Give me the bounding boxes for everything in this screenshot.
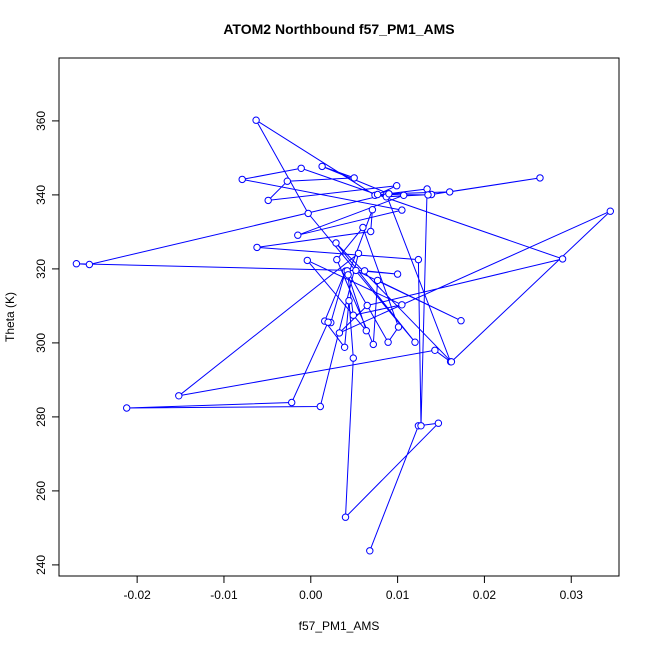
data-point xyxy=(264,196,272,205)
y-tick-label: 320 xyxy=(34,259,48,279)
y-tick-label: 360 xyxy=(34,111,48,131)
data-point xyxy=(398,206,406,214)
data-point xyxy=(424,191,432,199)
data-point xyxy=(345,297,353,305)
y-tick-label: 300 xyxy=(34,333,48,353)
y-axis-label: Theta (K) xyxy=(3,292,17,342)
data-point xyxy=(283,177,291,185)
data-point xyxy=(340,343,349,351)
data-point xyxy=(366,547,374,555)
data-point xyxy=(373,276,382,285)
data-point xyxy=(411,338,419,346)
data-point xyxy=(349,354,357,362)
data-point xyxy=(332,239,340,247)
data-point xyxy=(175,392,183,400)
data-point xyxy=(350,174,358,182)
data-point xyxy=(359,223,367,232)
x-tick-label: 0.03 xyxy=(560,588,584,602)
data-point xyxy=(363,301,371,310)
x-tick-label: -0.02 xyxy=(123,588,151,602)
data-point xyxy=(606,207,614,215)
data-point xyxy=(335,329,344,337)
data-point xyxy=(85,260,94,269)
data-point xyxy=(354,249,363,258)
data-point xyxy=(324,318,332,326)
x-tick-label: 0.01 xyxy=(386,588,410,602)
y-tick-label: 260 xyxy=(34,481,48,501)
chart-title: ATOM2 Northbound f57_PM1_AMS xyxy=(223,21,454,37)
series-points xyxy=(72,116,614,555)
data-point xyxy=(414,255,423,264)
data-point xyxy=(431,346,439,354)
data-point xyxy=(252,116,260,124)
data-point xyxy=(318,162,326,171)
data-point xyxy=(423,185,431,193)
data-point xyxy=(393,182,401,190)
data-point xyxy=(360,267,369,275)
data-point xyxy=(369,340,377,349)
data-point xyxy=(352,266,360,275)
y-tick-label: 240 xyxy=(34,555,48,575)
data-point xyxy=(393,270,402,278)
x-tick-label: 0.02 xyxy=(473,588,497,602)
x-axis-label: f57_PM1_AMS xyxy=(299,619,380,633)
data-point xyxy=(417,422,425,430)
y-tick-label: 340 xyxy=(34,185,48,205)
data-point xyxy=(304,209,312,218)
data-point xyxy=(447,358,456,366)
data-point xyxy=(368,206,377,214)
data-point xyxy=(434,419,443,427)
data-point xyxy=(385,190,393,198)
data-point xyxy=(294,231,302,239)
data-point xyxy=(303,256,311,265)
x-tick-label: 0.00 xyxy=(299,588,323,602)
data-point xyxy=(457,317,465,325)
x-tick-label: -0.01 xyxy=(210,588,238,602)
data-point xyxy=(297,164,305,173)
data-point xyxy=(446,188,454,196)
data-point xyxy=(72,260,81,268)
plot-frame xyxy=(58,57,620,577)
data-point xyxy=(288,398,296,407)
series-line xyxy=(76,119,611,551)
data-point xyxy=(400,191,408,200)
y-tick-label: 280 xyxy=(34,407,48,427)
data-point xyxy=(398,301,406,309)
data-point xyxy=(238,175,246,184)
series-polyline xyxy=(76,119,611,551)
data-point xyxy=(341,513,350,521)
data-point xyxy=(394,323,403,331)
data-point xyxy=(344,271,352,279)
data-point xyxy=(316,402,324,411)
data-point xyxy=(362,327,370,335)
data-point xyxy=(384,338,392,346)
data-point xyxy=(367,227,375,236)
data-point xyxy=(333,255,341,264)
data-point xyxy=(558,255,567,263)
data-point xyxy=(349,311,357,319)
y-axis: 240 260 280 300 320 340 360 xyxy=(34,111,60,575)
data-point xyxy=(123,404,131,412)
x-axis: -0.02 -0.01 0.00 0.01 0.02 0.03 xyxy=(123,575,584,602)
data-point xyxy=(373,190,382,199)
data-point xyxy=(536,174,544,182)
data-point xyxy=(253,243,261,252)
